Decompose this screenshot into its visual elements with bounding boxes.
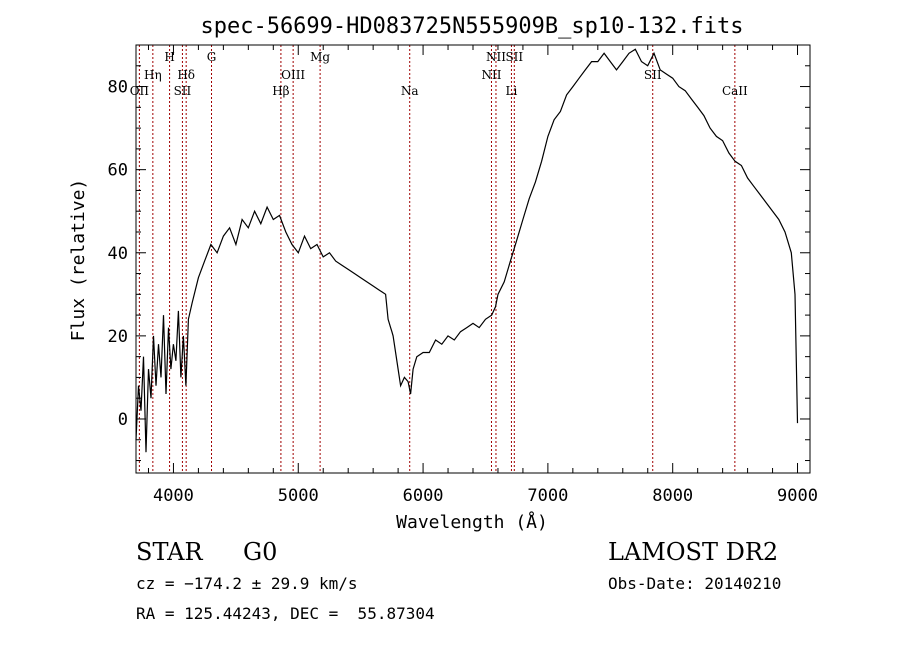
y-axis-label: Flux (relative): [68, 179, 89, 342]
object-class: STAR: [136, 538, 203, 566]
chart-title: spec-56699-HD083725N555909B_sp10-132.fit…: [200, 14, 743, 39]
y-tick-label: 80: [108, 78, 128, 98]
line-marker-label: Hη: [144, 68, 162, 82]
x-tick-label: 6000: [403, 486, 444, 506]
x-tick-label: 5000: [278, 486, 319, 506]
line-marker-label: OIII: [281, 68, 305, 82]
plot-frame: [135, 44, 811, 474]
y-tick-label: 60: [108, 161, 128, 181]
line-marker-label: Mg: [310, 50, 330, 64]
x-tick-label: 4000: [153, 486, 194, 506]
x-tick-label: 9000: [777, 486, 818, 506]
observation-date: Obs-Date: 20140210: [608, 574, 782, 593]
x-tick-label: 7000: [527, 486, 568, 506]
x-axis-label: Wavelength (Å): [396, 511, 548, 533]
spectrum-line: [135, 48, 799, 453]
line-marker-label: SII: [644, 68, 662, 82]
y-tick-label: 0: [118, 410, 128, 430]
line-marker-label: Hβ: [272, 84, 289, 98]
line-marker-label: NII: [486, 50, 506, 64]
line-marker-label: G: [207, 50, 217, 64]
line-marker-label: NII: [481, 68, 501, 82]
x-axis-ticks: 4000 5000 6000 7000 8000 9000: [147, 45, 818, 506]
emission-line-markers: OII HηH SII Hδ G Hβ OIII Mg Na NII NII Li SII SII CaII: [130, 45, 748, 473]
line-marker-label: OII: [130, 84, 150, 98]
survey-name: LAMOST DR2: [608, 538, 779, 566]
line-marker-label: Hδ: [177, 68, 195, 82]
line-marker-label: Li: [506, 84, 518, 98]
y-tick-label: 20: [108, 327, 128, 347]
y-tick-label: 40: [108, 244, 128, 264]
x-tick-label: 8000: [652, 486, 693, 506]
sky-coordinates: RA = 125.44243, DEC = 55.87304: [136, 604, 435, 623]
line-marker-label: SII: [505, 50, 523, 64]
line-marker-label: Na: [401, 84, 419, 98]
line-marker-label: CaII: [722, 84, 748, 98]
line-marker-label: SII: [174, 84, 192, 98]
y-axis-ticks: 0 20 40 60 80: [108, 65, 810, 462]
line-marker-label: H: [164, 50, 174, 64]
object-subclass: G0: [243, 538, 278, 566]
redshift-velocity: cz = −174.2 ± 29.9 km/s: [136, 574, 358, 593]
